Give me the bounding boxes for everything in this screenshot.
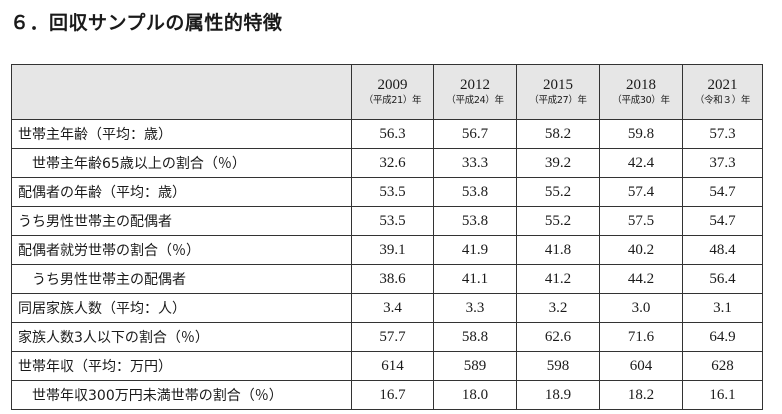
header-cell-2009: 2009 （平成21）年 <box>351 64 434 120</box>
row-label: うち男性世帯主の配偶者 <box>11 206 352 236</box>
table-cell: 56.4 <box>682 264 763 294</box>
table-cell: 37.3 <box>682 148 763 178</box>
row-label: 世帯年収（平均：万円） <box>11 351 352 381</box>
table-cell: 71.6 <box>599 322 683 352</box>
table-cell: 54.7 <box>682 177 763 207</box>
table-cell: 56.3 <box>351 119 434 149</box>
table-cell: 58.2 <box>516 119 600 149</box>
table-cell: 3.1 <box>682 293 763 323</box>
table-cell: 3.2 <box>516 293 600 323</box>
header-corner-cell <box>11 64 352 120</box>
table-cell: 39.1 <box>351 235 434 265</box>
row-label: 配偶者の年齢（平均：歳） <box>11 177 352 207</box>
header-year: 2018 <box>626 77 656 93</box>
table-cell: 53.5 <box>351 206 434 236</box>
table-cell: 39.2 <box>516 148 600 178</box>
table-cell: 598 <box>516 351 600 381</box>
table-row: 配偶者の年齢（平均：歳） 53.5 53.8 55.2 57.4 54.7 <box>11 177 763 207</box>
header-era: （平成21）年 <box>363 95 422 106</box>
table-row: 配偶者就労世帯の割合（％） 39.1 41.9 41.8 40.2 48.4 <box>11 235 763 265</box>
table-cell: 16.7 <box>351 380 434 410</box>
row-label: うち男性世帯主の配偶者 <box>11 264 352 294</box>
table-cell: 3.4 <box>351 293 434 323</box>
table-cell: 41.2 <box>516 264 600 294</box>
table-row: 世帯主年齢65歳以上の割合（％） 32.6 33.3 39.2 42.4 37.… <box>11 148 763 178</box>
table-cell: 53.8 <box>433 206 517 236</box>
table-cell: 589 <box>433 351 517 381</box>
table-cell: 33.3 <box>433 148 517 178</box>
table-row: 世帯年収（平均：万円） 614 589 598 604 628 <box>11 351 763 381</box>
table-row: 世帯主年齢（平均：歳） 56.3 56.7 58.2 59.8 57.3 <box>11 119 763 149</box>
table-cell: 3.0 <box>599 293 683 323</box>
row-label: 家族人数3人以下の割合（％） <box>11 322 352 352</box>
header-era: （平成24）年 <box>446 95 504 106</box>
table-cell: 57.7 <box>351 322 434 352</box>
header-year: 2012 <box>460 77 490 93</box>
table-cell: 614 <box>351 351 434 381</box>
table-cell: 41.8 <box>516 235 600 265</box>
table-cell: 56.7 <box>433 119 517 149</box>
table-cell: 32.6 <box>351 148 434 178</box>
table-cell: 18.0 <box>433 380 517 410</box>
table-cell: 57.4 <box>599 177 683 207</box>
header-year: 2015 <box>543 77 573 93</box>
table-row: うち男性世帯主の配偶者 38.6 41.1 41.2 44.2 56.4 <box>11 264 763 294</box>
table-cell: 48.4 <box>682 235 763 265</box>
table-cell: 41.1 <box>433 264 517 294</box>
table-row: 世帯年収300万円未満世帯の割合（％） 16.7 18.0 18.9 18.2 … <box>11 380 763 410</box>
table-cell: 55.2 <box>516 206 600 236</box>
table-cell: 38.6 <box>351 264 434 294</box>
table-cell: 62.6 <box>516 322 600 352</box>
table-cell: 3.3 <box>433 293 517 323</box>
attributes-table: 2009 （平成21）年 2012 （平成24）年 2015 （平成27）年 2… <box>11 64 763 410</box>
table-cell: 41.9 <box>433 235 517 265</box>
table-cell: 16.1 <box>682 380 763 410</box>
table-cell: 628 <box>682 351 763 381</box>
table-row: うち男性世帯主の配偶者 53.5 53.8 55.2 57.5 54.7 <box>11 206 763 236</box>
section-title: ６．回収サンプルの属性的特徴 <box>10 12 283 34</box>
table-cell: 64.9 <box>682 322 763 352</box>
row-label: 世帯主年齢65歳以上の割合（％） <box>11 148 352 178</box>
table-cell: 59.8 <box>599 119 683 149</box>
table-cell: 42.4 <box>599 148 683 178</box>
table-cell: 53.8 <box>433 177 517 207</box>
header-cell-2015: 2015 （平成27）年 <box>516 64 600 120</box>
header-era: （平成27）年 <box>529 95 587 106</box>
header-cell-2018: 2018 （平成30）年 <box>599 64 683 120</box>
row-label: 配偶者就労世帯の割合（％） <box>11 235 352 265</box>
table-cell: 58.8 <box>433 322 517 352</box>
row-label: 世帯主年齢（平均：歳） <box>11 119 352 149</box>
table-cell: 18.9 <box>516 380 600 410</box>
row-label: 世帯年収300万円未満世帯の割合（％） <box>11 380 352 410</box>
table-cell: 54.7 <box>682 206 763 236</box>
table-cell: 55.2 <box>516 177 600 207</box>
header-era: （平成30）年 <box>612 95 670 106</box>
header-year: 2009 <box>377 77 408 93</box>
table-cell: 604 <box>599 351 683 381</box>
table-cell: 57.5 <box>599 206 683 236</box>
header-cell-2021: 2021 （令和３）年 <box>682 64 763 120</box>
table-row: 家族人数3人以下の割合（％） 57.7 58.8 62.6 71.6 64.9 <box>11 322 763 352</box>
header-row: 2009 （平成21）年 2012 （平成24）年 2015 （平成27）年 2… <box>11 64 763 120</box>
row-label: 同居家族人数（平均：人） <box>11 293 352 323</box>
header-era: （令和３）年 <box>694 95 751 106</box>
table-cell: 53.5 <box>351 177 434 207</box>
table-cell: 40.2 <box>599 235 683 265</box>
table-row: 同居家族人数（平均：人） 3.4 3.3 3.2 3.0 3.1 <box>11 293 763 323</box>
header-cell-2012: 2012 （平成24）年 <box>433 64 517 120</box>
table-cell: 44.2 <box>599 264 683 294</box>
table-cell: 18.2 <box>599 380 683 410</box>
table-cell: 57.3 <box>682 119 763 149</box>
header-year: 2021 <box>707 77 738 93</box>
